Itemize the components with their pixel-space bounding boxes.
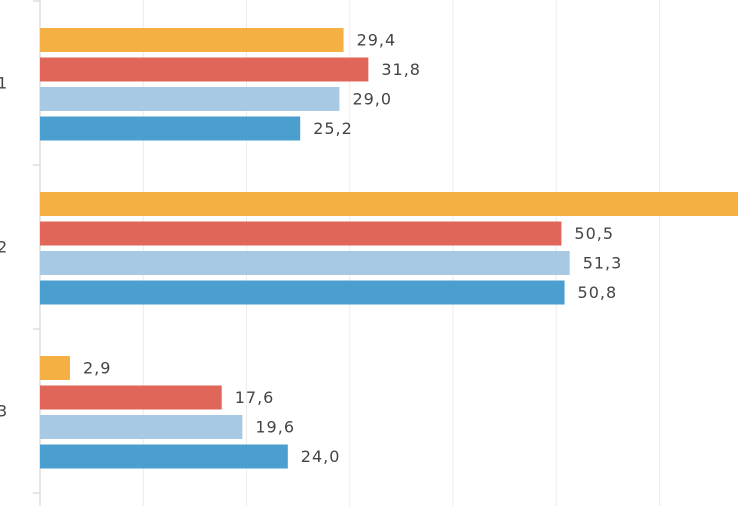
data-label: 17,6 xyxy=(235,388,275,407)
data-label: 19,6 xyxy=(255,418,295,437)
data-label: 24,0 xyxy=(301,447,341,466)
bar xyxy=(40,444,288,469)
bar xyxy=(40,192,738,216)
data-label: 2,9 xyxy=(83,359,111,378)
bar xyxy=(40,385,222,410)
data-label: 31,8 xyxy=(381,60,421,79)
data-label: 25,2 xyxy=(313,119,353,138)
bar xyxy=(40,116,301,141)
data-label: 29,4 xyxy=(357,31,397,50)
category-label: 1 xyxy=(0,74,8,93)
bar xyxy=(40,415,243,439)
bar xyxy=(40,57,369,82)
bar xyxy=(40,221,562,246)
bar xyxy=(40,280,565,305)
data-label: 50,8 xyxy=(578,283,618,302)
bar xyxy=(40,356,70,380)
data-label: 29,0 xyxy=(352,90,392,109)
bar xyxy=(40,251,570,275)
category-label: 2 xyxy=(0,238,8,257)
data-label: 51,3 xyxy=(583,254,623,273)
category-label: 3 xyxy=(0,402,8,421)
data-label: 50,5 xyxy=(574,224,614,243)
bar xyxy=(40,87,340,111)
bar xyxy=(40,28,344,52)
